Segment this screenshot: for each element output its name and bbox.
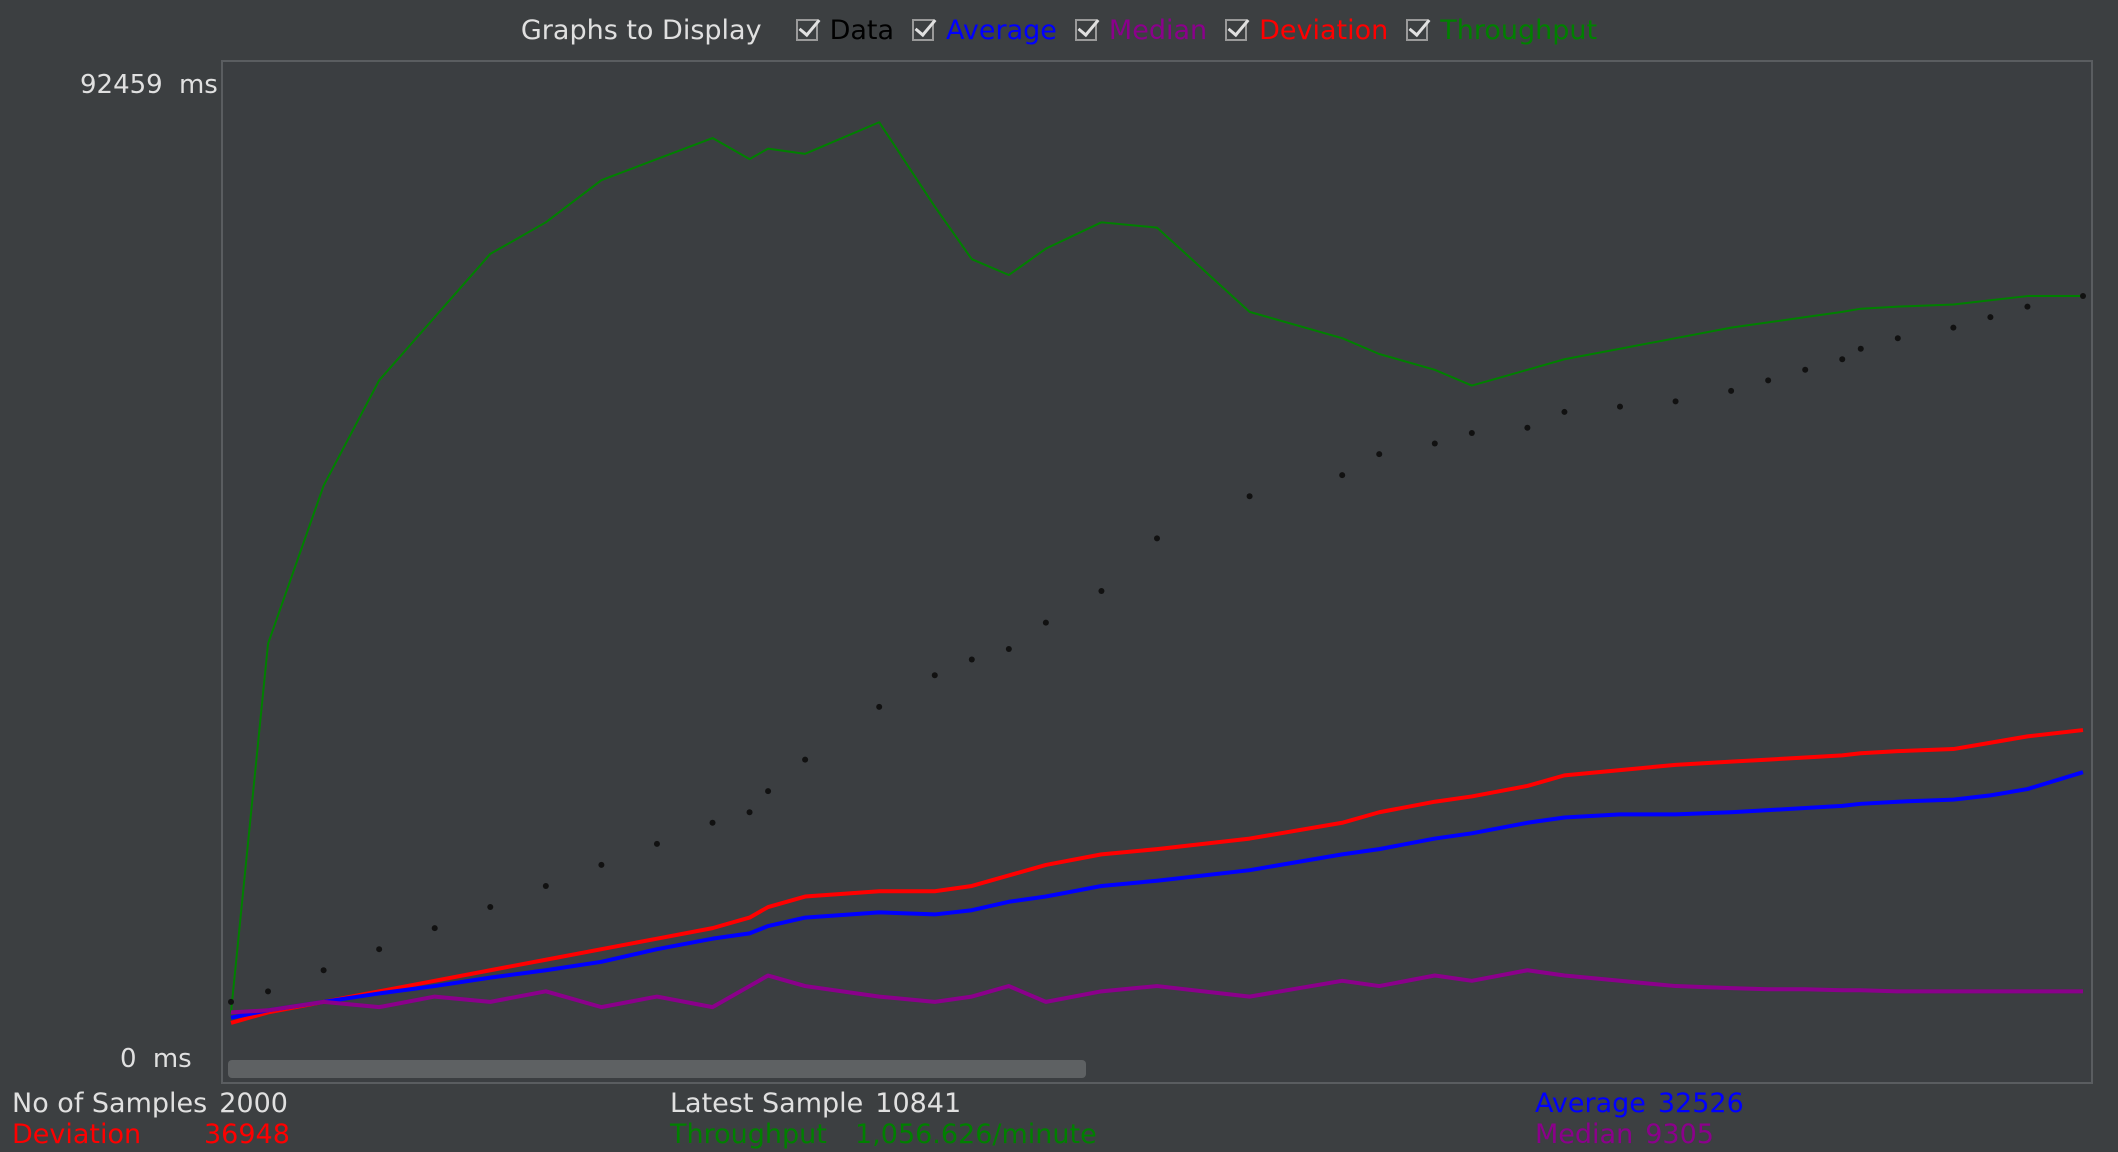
data-point	[968, 656, 975, 663]
average-stat-value: 32526	[1657, 1088, 1744, 1119]
legend-title: Graphs to Display	[520, 14, 762, 46]
data-point	[746, 809, 753, 816]
data-point	[1950, 324, 1957, 331]
average-stat-label: Average	[1535, 1088, 1646, 1119]
median-checkbox[interactable]	[1074, 19, 1097, 41]
data-point	[765, 788, 772, 795]
data-point	[598, 861, 605, 868]
data-point	[1561, 408, 1568, 415]
latest-sample-label: Latest Sample	[670, 1088, 864, 1119]
data-point	[2080, 293, 2086, 300]
data-point	[802, 756, 809, 763]
data-point	[876, 703, 883, 710]
y-min-value: 0	[120, 1044, 137, 1074]
no-of-samples-label: No of Samples	[12, 1088, 208, 1119]
data-point	[1617, 403, 1623, 410]
data-point	[1246, 493, 1253, 500]
legend-item-data[interactable]: Data	[795, 14, 895, 46]
median-stat-value: 9305	[1645, 1119, 1714, 1150]
stat-throughput: Throughput 1,056.626/minute	[670, 1119, 1097, 1150]
y-max-value: 92459	[80, 70, 163, 100]
data-point	[1728, 387, 1735, 394]
deviation-stat-label: Deviation	[12, 1119, 142, 1150]
data-series	[228, 293, 2086, 1005]
average-series-line	[230, 770, 2084, 1020]
stat-deviation: Deviation 36948	[12, 1119, 290, 1150]
no-of-samples-value: 2000	[219, 1088, 288, 1119]
throughput-checkbox[interactable]	[1406, 19, 1429, 41]
data-point	[1894, 335, 1901, 342]
data-point	[1098, 588, 1105, 595]
data-point	[1765, 377, 1772, 384]
median-stat-label: Median	[1535, 1119, 1634, 1150]
data-point	[1042, 619, 1049, 626]
data-point	[1154, 535, 1160, 542]
data-point	[1672, 398, 1679, 405]
data-point	[431, 925, 438, 932]
data-point	[1431, 440, 1438, 447]
data-point	[1376, 451, 1383, 458]
data-point	[1005, 645, 1012, 652]
throughput-stat-label: Throughput	[670, 1119, 827, 1150]
data-point	[320, 967, 327, 974]
data-point	[1987, 314, 1994, 321]
y-axis-min-label: 0 ms	[120, 1044, 192, 1074]
graph-plot-area	[221, 60, 2093, 1084]
data-point	[931, 672, 938, 679]
throughput-label: Throughput	[1440, 14, 1598, 46]
data-point	[1524, 424, 1531, 431]
data-checkbox[interactable]	[795, 19, 818, 41]
stat-median: Median 9305	[1535, 1119, 1714, 1150]
data-point	[1339, 472, 1346, 479]
data-point	[2024, 303, 2031, 310]
data-label: Data	[829, 14, 895, 46]
legend-item-deviation[interactable]: Deviation	[1225, 15, 1388, 46]
deviation-stat-value: 36948	[204, 1119, 290, 1150]
horizontal-scrollbar[interactable]	[228, 1060, 1086, 1078]
throughput-series-line	[230, 121, 2083, 1013]
y-axis-max-label: 92459 ms	[80, 70, 218, 100]
data-point	[1468, 430, 1475, 437]
average-checkbox[interactable]	[912, 19, 935, 41]
legend-item-throughput[interactable]: Throughput	[1406, 15, 1597, 46]
legend-item-median[interactable]: Median	[1074, 14, 1208, 46]
stat-no-of-samples: No of Samples 2000	[12, 1088, 288, 1119]
median-series-line	[230, 968, 2083, 1015]
data-point	[1857, 345, 1864, 352]
data-point	[709, 819, 716, 826]
data-point	[265, 988, 272, 995]
data-point	[376, 946, 383, 953]
data-point	[228, 998, 234, 1005]
deviation-label: Deviation	[1259, 14, 1389, 46]
data-point	[1839, 356, 1846, 363]
data-point	[1802, 366, 1809, 373]
data-point	[542, 882, 549, 889]
data-point	[487, 904, 494, 911]
throughput-stat-value: 1,056.626/minute	[855, 1119, 1097, 1150]
y-max-unit: ms	[178, 70, 218, 100]
deviation-series-line	[230, 728, 2084, 1025]
graphs-to-display-legend: Graphs to Display Data Average Median De…	[0, 10, 2118, 50]
data-point	[653, 840, 660, 847]
latest-sample-value: 10841	[875, 1088, 962, 1119]
median-label: Median	[1108, 14, 1208, 46]
deviation-checkbox[interactable]	[1225, 19, 1248, 41]
y-min-unit: ms	[152, 1044, 192, 1074]
graph-svg	[228, 121, 2086, 1025]
stat-average: Average 32526	[1535, 1088, 1744, 1119]
average-label: Average	[946, 14, 1057, 46]
legend-item-average[interactable]: Average	[912, 15, 1057, 46]
stat-latest-sample: Latest Sample 10841	[670, 1088, 961, 1119]
